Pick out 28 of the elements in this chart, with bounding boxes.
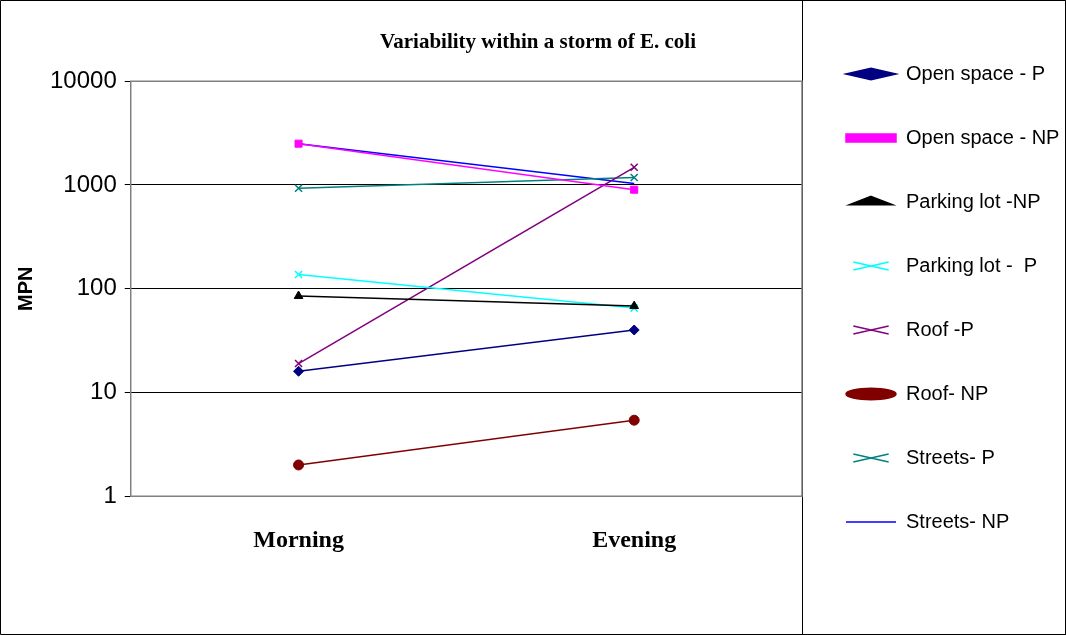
point bbox=[294, 270, 303, 279]
y-tick-label: 100 bbox=[76, 273, 117, 301]
point bbox=[630, 185, 639, 194]
legend-label: Streets- P bbox=[906, 445, 995, 468]
x-tick-label: Morning bbox=[253, 525, 344, 552]
y-tick-label: 1 bbox=[103, 480, 117, 508]
legend-label: Open space - NP bbox=[906, 125, 1060, 148]
y-tick-label: 10 bbox=[90, 377, 117, 405]
point bbox=[294, 359, 303, 368]
y-tick-label: 1000 bbox=[63, 169, 117, 197]
legend-label: Roof- NP bbox=[906, 381, 989, 404]
point bbox=[294, 183, 303, 193]
legend-label: Streets- NP bbox=[906, 509, 1010, 532]
point bbox=[293, 365, 305, 377]
point bbox=[628, 414, 640, 426]
point bbox=[629, 173, 639, 182]
point bbox=[628, 324, 640, 336]
point bbox=[293, 459, 305, 471]
legend-label: Parking lot - P bbox=[906, 253, 1038, 276]
legend-label: Roof -P bbox=[906, 317, 974, 340]
legend-label: Open space - P bbox=[906, 61, 1045, 84]
x-tick-label: Evening bbox=[592, 525, 677, 552]
chart-title: Variability within a storm of E. coli bbox=[380, 29, 697, 54]
y-axis-title: MPN bbox=[13, 266, 36, 311]
y-tick-label: 10000 bbox=[49, 65, 117, 93]
legend-label: Parking lot -NP bbox=[906, 189, 1041, 212]
point bbox=[294, 139, 303, 148]
point bbox=[629, 163, 639, 172]
